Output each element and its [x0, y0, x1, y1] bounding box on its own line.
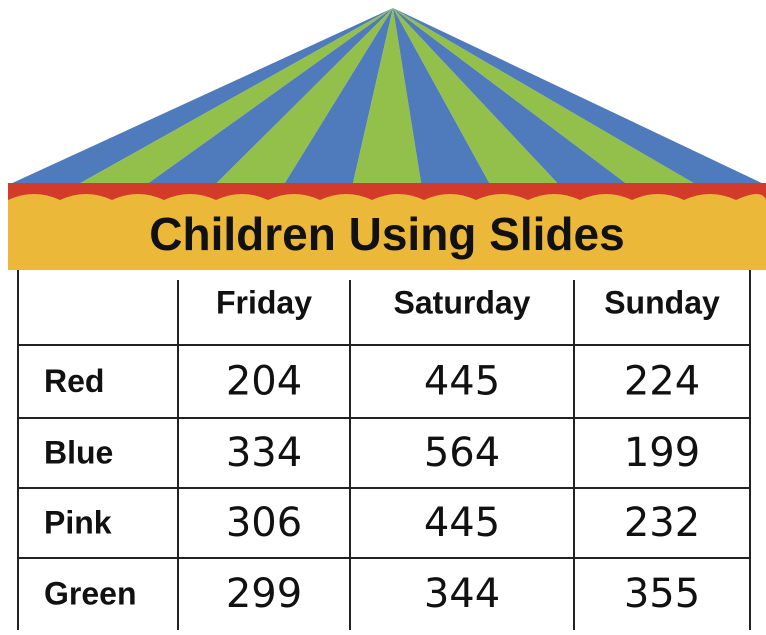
tent-roof — [8, 8, 766, 185]
cell-value: 445 — [424, 359, 500, 405]
data-table: Friday Saturday Sunday Red 204 445 224 Blue 334 5… — [18, 270, 750, 630]
cell-value: 306 — [226, 500, 302, 546]
title: Children Using Slides — [149, 208, 624, 260]
column-header: Friday — [216, 284, 312, 320]
table-card: Children Using Slides Friday Saturday Sund… — [0, 0, 766, 635]
cell-value: 199 — [624, 430, 700, 476]
row-label: Red — [44, 363, 104, 399]
cell-value: 299 — [226, 571, 302, 617]
row-label: Pink — [44, 504, 112, 540]
row-label: Blue — [44, 434, 113, 470]
cell-value: 224 — [624, 359, 700, 405]
cell-value: 204 — [226, 359, 302, 405]
page: Children Using Slides Friday Saturday Sund… — [0, 0, 766, 635]
cell-value: 564 — [424, 430, 500, 476]
cell-value: 232 — [624, 500, 700, 546]
cell-value: 355 — [624, 571, 700, 617]
cell-value: 445 — [424, 500, 500, 546]
cell-value: 334 — [226, 430, 302, 476]
row-label: Green — [44, 575, 136, 611]
cell-value: 344 — [424, 571, 500, 617]
column-header: Saturday — [394, 284, 531, 320]
column-header: Sunday — [604, 284, 720, 320]
